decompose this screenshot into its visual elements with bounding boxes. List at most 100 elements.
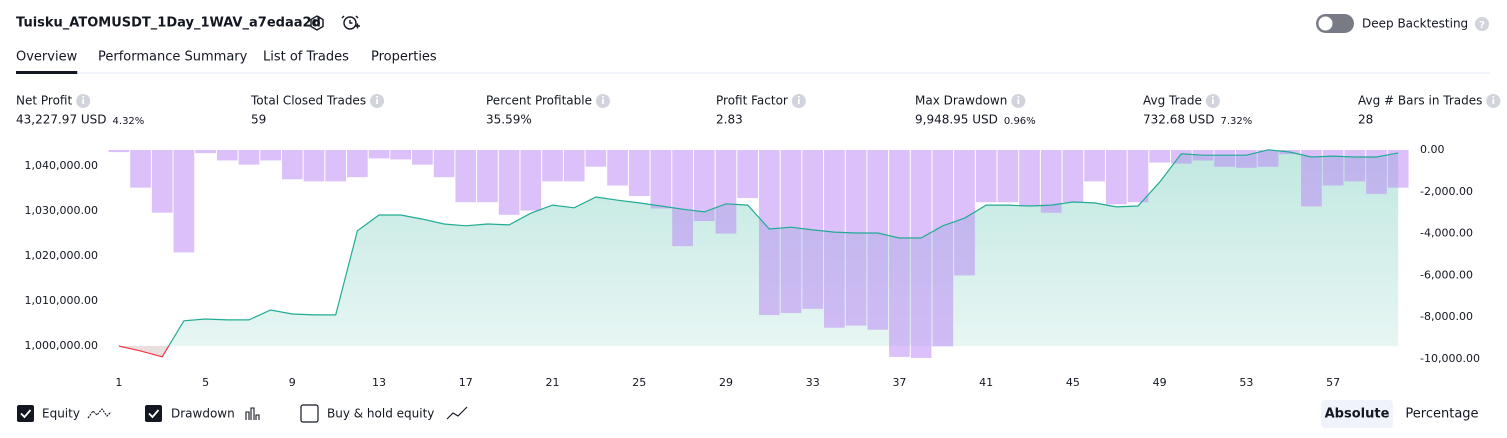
- y-tick-label: 1,040,000.00: [25, 159, 98, 172]
- drawdown-bar: [130, 150, 151, 188]
- x-tick-label: 37: [892, 376, 906, 389]
- drawdown-bar: [325, 150, 347, 182]
- settings-icon[interactable]: [310, 15, 324, 31]
- info-icon-dot: [797, 96, 800, 98]
- metric-value: 2.83: [716, 113, 743, 127]
- drawdown-bar: [1236, 150, 1257, 168]
- drawdown-bar: [498, 150, 520, 215]
- drawdown-bar: [780, 150, 802, 314]
- drawdown-bar: [975, 150, 997, 203]
- checkbox[interactable]: [300, 404, 319, 423]
- drawdown-bar: [1387, 150, 1409, 188]
- tabs-divider: [16, 72, 1490, 74]
- metric-label: Profit Factor: [716, 94, 788, 108]
- x-tick-label: 45: [1066, 376, 1080, 389]
- legend-icons: [87, 406, 468, 420]
- legend-label: Buy & hold equity: [327, 407, 434, 421]
- tab[interactable]: Properties: [371, 50, 437, 65]
- drawdown-bar: [824, 150, 845, 328]
- drawdown-bar: [1366, 150, 1387, 194]
- equity-line: [118, 149, 1399, 346]
- info-icon-dot: [376, 96, 378, 98]
- drawdown-bar: [1062, 150, 1084, 203]
- checkbox[interactable]: [17, 405, 34, 422]
- metric-label: Percent Profitable: [486, 94, 592, 108]
- drawdown-bar: [1127, 150, 1149, 203]
- info-icon-mark: [797, 99, 800, 104]
- drawdown-bar: [216, 150, 238, 161]
- checkbox[interactable]: [145, 405, 162, 422]
- drawdown-bar: [173, 150, 195, 253]
- deep-backtesting-label: Deep Backtesting: [1362, 17, 1468, 31]
- x-tick-label: 1: [115, 376, 122, 389]
- drawdown-bar: [281, 150, 303, 180]
- x-tick-label: 29: [719, 376, 733, 389]
- drawdown-bar: [889, 150, 910, 357]
- drawdown-bar: [715, 150, 737, 234]
- y2-tick-label: -10,000.00: [1420, 352, 1480, 365]
- scale-button[interactable]: Percentage: [1405, 407, 1478, 422]
- x-tick-label: 17: [459, 376, 473, 389]
- metric-percent: 7.32%: [1220, 116, 1252, 127]
- y-tick-label: 1,020,000.00: [25, 249, 98, 262]
- y2-tick-label: -6,000.00: [1420, 268, 1473, 281]
- metric-percent: 0.96%: [1004, 116, 1036, 127]
- deep-backtesting-toggle[interactable]: [1316, 14, 1354, 33]
- x-tick-label: 13: [372, 376, 386, 389]
- help-icon[interactable]: ?: [1475, 17, 1489, 31]
- drawdown-bar: [542, 150, 563, 182]
- x-tick-label: 53: [1239, 376, 1253, 389]
- drawdown-bar: [433, 150, 455, 178]
- info-icon-mark: [82, 99, 85, 104]
- legend-label: Drawdown: [171, 407, 235, 421]
- info-icon-mark: [602, 99, 604, 104]
- drawdown-bar: [1214, 150, 1236, 167]
- drawdown-bar: [628, 150, 650, 196]
- metric-value: 35.59%: [486, 113, 532, 127]
- info-icon-mark: [1017, 99, 1020, 104]
- drawdown-bar: [954, 150, 975, 276]
- alert-icon[interactable]: [341, 15, 360, 30]
- scale-button[interactable]: Absolute: [1325, 407, 1390, 422]
- info-icon-dot: [1017, 96, 1020, 98]
- checkmark: [20, 409, 32, 419]
- tab[interactable]: Overview: [16, 50, 78, 65]
- drawdown-bar: [1084, 150, 1105, 182]
- y2-tick-label: 0.00: [1420, 143, 1445, 156]
- drawdown-bar: [455, 150, 477, 203]
- drawdown-bar: [303, 150, 325, 182]
- x-tick-label: 25: [632, 376, 646, 389]
- drawdown-bar: [910, 150, 932, 358]
- drawdown-bar: [650, 150, 672, 209]
- drawdown-bar: [151, 150, 173, 213]
- drawdown-bar: [347, 150, 368, 178]
- metric-label: Total Closed Trades: [250, 94, 366, 108]
- drawdown-bar: [1170, 150, 1192, 164]
- info-icon-mark: [1212, 99, 1214, 104]
- y2-tick-label: -2,000.00: [1420, 185, 1473, 198]
- drawdown-bar: [1105, 150, 1127, 205]
- drawdown-bar: [390, 150, 412, 160]
- drawdown-bar: [1257, 150, 1279, 167]
- metric-label: Avg # Bars in Trades: [1358, 94, 1482, 108]
- x-tick-label: 41: [979, 376, 993, 389]
- drawdown-bar: [412, 150, 433, 165]
- drawdown-bar: [368, 150, 390, 159]
- metric-value: 732.68 USD: [1143, 113, 1214, 127]
- checkmark: [148, 409, 160, 419]
- metric-value: 59: [251, 113, 266, 127]
- info-icon-dot: [82, 96, 85, 98]
- metric-percent: 4.32%: [113, 116, 145, 127]
- tab[interactable]: List of Trades: [263, 50, 349, 65]
- drawdown-bar: [845, 150, 867, 326]
- drawdown-bar: [108, 150, 130, 153]
- info-icon-dot: [1492, 96, 1495, 98]
- y2-tick-label: -4,000.00: [1420, 227, 1473, 240]
- drawdown-bar: [932, 150, 954, 347]
- tab[interactable]: Performance Summary: [98, 50, 248, 65]
- drawdown-bar: [238, 150, 260, 165]
- drawdown-bar: [672, 150, 693, 247]
- drawdown-bar: [1019, 150, 1040, 207]
